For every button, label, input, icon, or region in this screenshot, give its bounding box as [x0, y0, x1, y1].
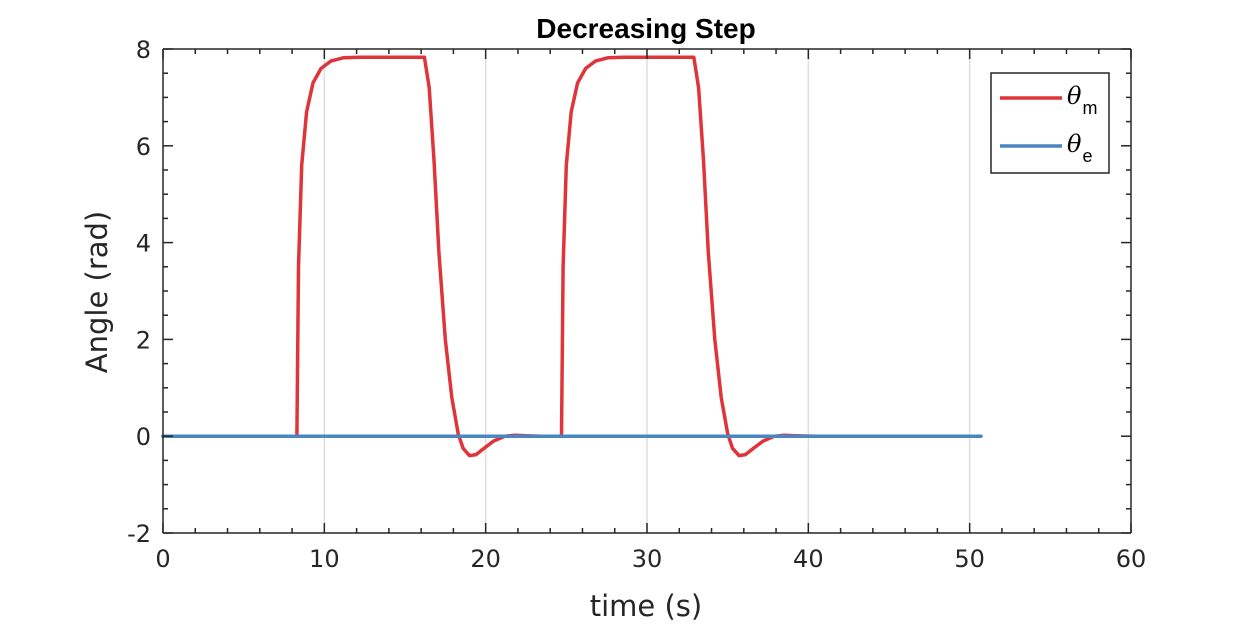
- x-tick-label: 50: [954, 545, 985, 573]
- y-tick-label: 8: [136, 36, 151, 64]
- chart-title: Decreasing Step: [536, 13, 755, 44]
- x-tick-label: 0: [155, 545, 170, 573]
- x-tick-label: 40: [793, 545, 824, 573]
- y-tick-label: 0: [136, 423, 151, 451]
- x-tick-label: 20: [470, 545, 501, 573]
- grid-lines: [323, 49, 971, 533]
- x-tick-label: 10: [309, 545, 340, 573]
- y-tick-label: 4: [136, 230, 151, 258]
- axes: [162, 48, 1132, 534]
- y-tick-label: 6: [136, 133, 151, 161]
- x-tick-label: 60: [1116, 545, 1147, 573]
- series-line-0: [161, 55, 819, 458]
- y-axis-label: Angle (rad): [80, 211, 114, 373]
- y-tick-label: 2: [136, 326, 151, 354]
- x-tick-label: 30: [632, 545, 663, 573]
- legend-box: [990, 72, 1110, 174]
- y-tick-label: -2: [127, 520, 151, 548]
- series-group: [161, 55, 983, 458]
- x-axis-label: time (s): [590, 589, 702, 623]
